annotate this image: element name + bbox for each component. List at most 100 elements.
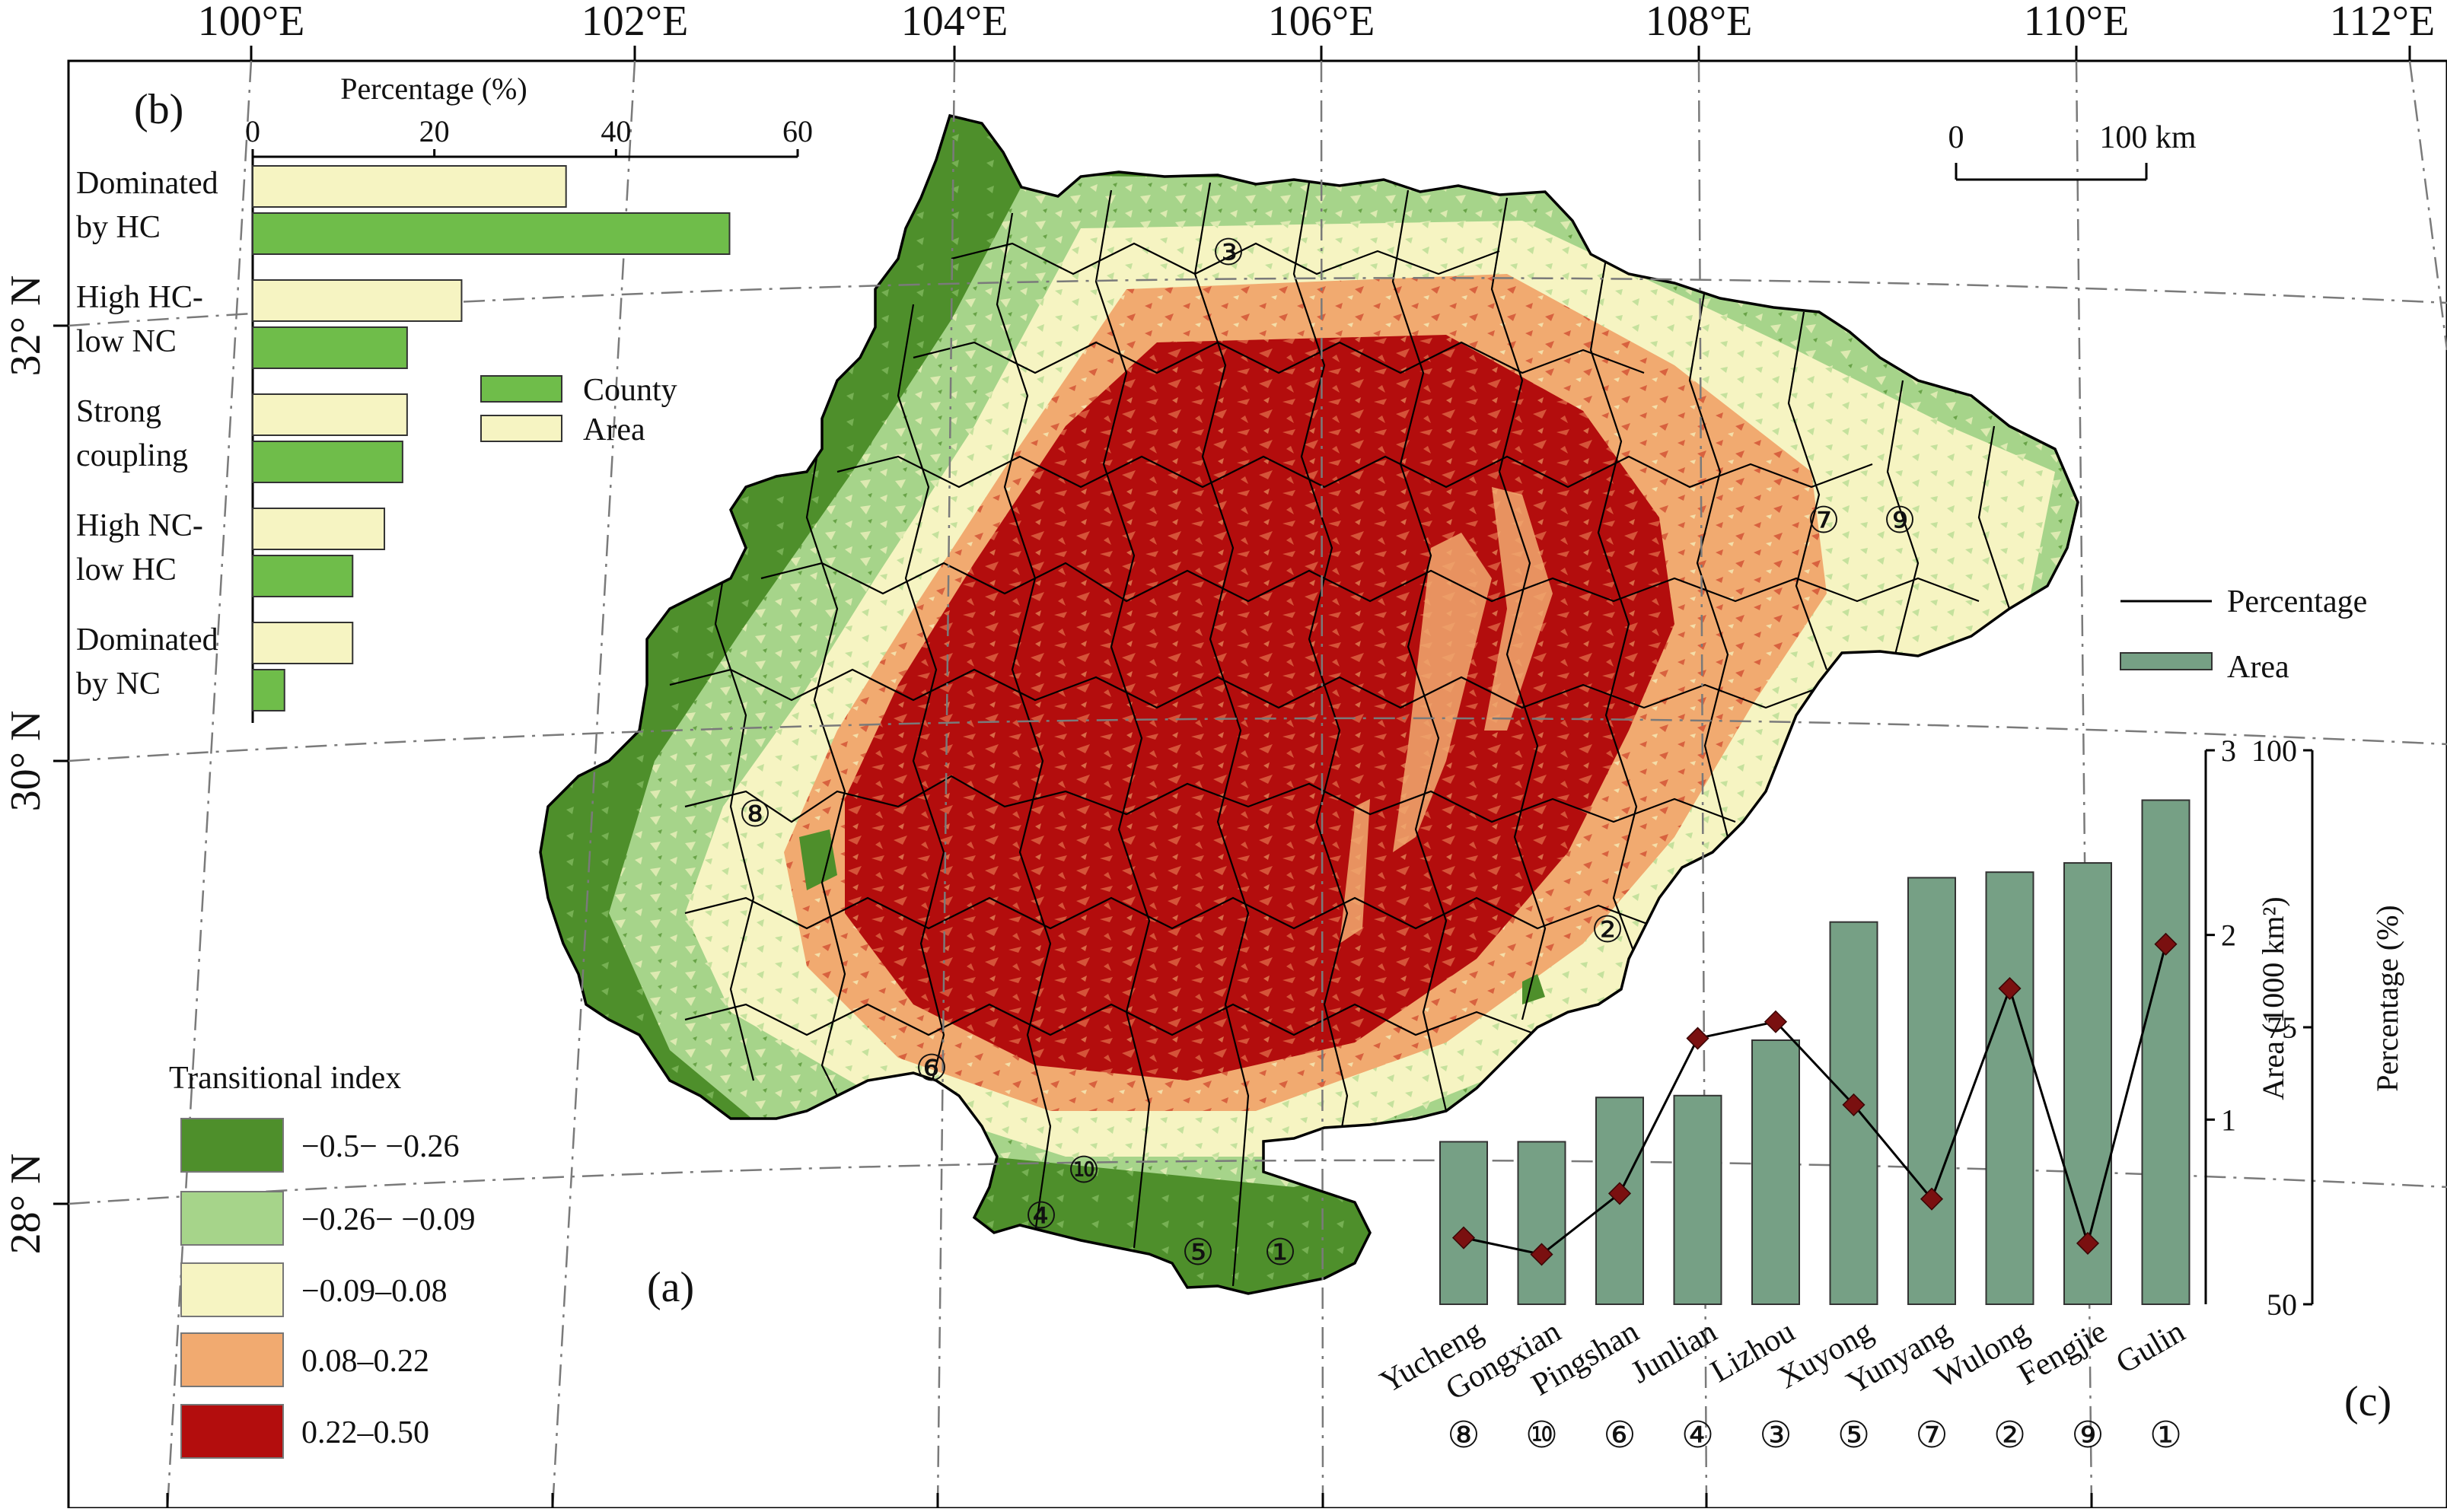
panel-b-x-tick-label-3: 60 <box>782 114 813 148</box>
panel-b-bar-area-2 <box>252 279 463 322</box>
panel-c-area-bar-junlian <box>1673 1094 1722 1305</box>
panel-c-percentage-line <box>1463 944 2167 1256</box>
site-marker-10: ⑩ <box>1067 1151 1100 1191</box>
legend-swatch-class-3 <box>180 1262 284 1317</box>
panel-c-category-label-gulin: Gulin <box>2111 1314 2191 1381</box>
legend-title: Transitional index <box>169 1061 401 1096</box>
panel-c-site-id-gulin: ① <box>2149 1415 2182 1456</box>
panel-c-left-tick-label-2: 3 <box>2221 734 2236 768</box>
site-marker-5: ⑤ <box>1181 1233 1214 1273</box>
frame-ticks <box>53 46 2411 1508</box>
panel-b-bar-area-3 <box>252 393 408 436</box>
panel-c-legend: Percentage Area <box>2120 584 2367 685</box>
legend-label-class-5: 0.22–0.50 <box>301 1415 429 1450</box>
site-marker-4: ④ <box>1024 1196 1057 1237</box>
panel-c-area-bar-fengjie <box>2063 862 2112 1305</box>
panel-label-c: (c) <box>2344 1378 2391 1425</box>
site-markers: ① ② ③ ④ ⑤ ⑥ ⑦ ⑧ ⑨ ⑩ <box>738 233 1916 1273</box>
meridian-106E <box>1320 60 1324 1509</box>
panel-c-category-labels: Yucheng⑧Gongxian⑩Pingshan⑥Junlian④Lizhou… <box>1375 1314 2191 1456</box>
legend-label-class-2: −0.26− −0.09 <box>301 1202 476 1237</box>
parallel-30N <box>68 717 2447 762</box>
panel-b-category-label-3-line-2: coupling <box>76 438 188 473</box>
scale-bar-zero: 0 <box>1948 120 1964 155</box>
panel-c-site-id-lizhou: ③ <box>1759 1415 1792 1456</box>
panel-c-category-label-fengjie: Fengjie <box>2012 1314 2113 1393</box>
lon-label-112E: 112°E <box>2330 0 2436 45</box>
panel-c-area-bar-lizhou <box>1751 1039 1800 1306</box>
panel-c-percentage-point-wulong <box>1998 976 2022 1001</box>
meridian-102E <box>551 60 636 1509</box>
lat-label-28N: 28° N <box>2 1154 49 1255</box>
panel-b-category-label-1-line-2: by HC <box>76 210 161 245</box>
panel-c-right-tick-label-2: 100 <box>2251 734 2297 768</box>
transitional-index-map <box>539 113 2079 1295</box>
lat-label-32N: 32° N <box>2 275 49 377</box>
panel-c-line <box>1451 932 2178 1266</box>
site-marker-1: ① <box>1263 1233 1296 1273</box>
panel-label-a: (a) <box>647 1264 694 1311</box>
panel-b-legend-label-area: Area <box>583 412 645 447</box>
panel-b-category-label-1-line-1: Dominated <box>76 166 218 201</box>
legend-label-class-3: −0.09–0.08 <box>301 1274 448 1309</box>
panel-c-area-bar-wulong <box>1985 871 2034 1306</box>
panel-b-bar-county-4 <box>252 555 354 597</box>
lon-label-106E: 106°E <box>1268 0 1375 45</box>
panel-c-area-bar-yunyang <box>1907 877 1956 1305</box>
site-marker-2: ② <box>1591 910 1623 950</box>
scale-bar-distance: 100 km <box>2099 120 2197 155</box>
meridian-112E <box>2408 60 2447 351</box>
panel-c-left-tick-label-1: 2 <box>2221 918 2236 953</box>
panel-b-x-tick-label-2: 40 <box>601 114 631 148</box>
panel-c-site-id-yucheng: ⑧ <box>1447 1415 1480 1456</box>
panel-c-percentage-point-lizhou <box>1764 1010 1788 1033</box>
legend-swatch-class-5 <box>180 1404 284 1459</box>
panel-c-area-bar-yucheng <box>1439 1141 1488 1306</box>
panel-c-percentage-point-pingshan <box>1607 1182 1632 1205</box>
panel-b-bar-area-4 <box>252 508 386 550</box>
panel-c-left-tick-label-0: 1 <box>2221 1103 2236 1137</box>
panel-c-bars <box>1439 799 2191 1306</box>
legend-swatch-class-4 <box>180 1332 284 1387</box>
panel-b-x-tick-label-1: 20 <box>419 114 450 148</box>
panel-b-bar-chart: (b) Percentage (%) 0 20 40 60 Dominated by H… <box>76 72 813 723</box>
site-marker-6: ⑥ <box>915 1049 948 1089</box>
panel-b-x-tick-label-0: 0 <box>245 114 260 148</box>
panel-c-percentage-point-gongxian <box>1530 1243 1553 1266</box>
panel-c-site-id-fengjie: ⑨ <box>2071 1415 2104 1456</box>
legend-swatch-class-1 <box>180 1118 284 1173</box>
panel-b-bar-county-1 <box>252 212 731 255</box>
parallel-28N <box>68 1159 2447 1205</box>
panel-label-b: (b) <box>134 86 183 133</box>
panel-b-bars <box>252 165 731 711</box>
panel-b-category-label-5-line-1: Dominated <box>76 622 218 657</box>
panel-b-category-label-2-line-1: High HC- <box>76 280 203 315</box>
panel-c-site-id-pingshan: ⑥ <box>1603 1415 1636 1456</box>
panel-b-category-label-4-line-2: low HC <box>76 552 177 587</box>
panel-b-category-label-5-line-2: by NC <box>76 667 161 702</box>
panel-c-site-id-gongxian: ⑩ <box>1525 1415 1558 1456</box>
panel-c-right-tick-label-0: 50 <box>2267 1288 2297 1322</box>
panel-b-category-label-4-line-1: High NC- <box>76 508 203 543</box>
site-marker-3: ③ <box>1212 233 1244 273</box>
panel-b-category-labels: Dominated by HC High HC-low NC Strong coupli… <box>76 166 218 702</box>
panel-c-percentage-point-yunyang <box>1920 1187 1944 1211</box>
panel-c-site-id-xuyong: ⑤ <box>1837 1415 1870 1456</box>
panel-b-x-axis-title: Percentage (%) <box>340 72 527 106</box>
scale-bar: 0 100 km <box>1948 120 2197 181</box>
panel-c-area-bar-gongxian <box>1517 1141 1566 1306</box>
lon-label-110E: 110°E <box>2024 0 2130 45</box>
site-marker-8: ⑧ <box>738 794 771 835</box>
legend-swatch-class-2 <box>180 1191 284 1246</box>
panel-c-right-axis-title: Percentage (%) <box>2370 905 2404 1091</box>
county-boundaries <box>669 182 2011 1287</box>
lon-label-108E: 108°E <box>1646 0 1753 45</box>
panel-c-percentage-point-junlian <box>1686 1027 1709 1050</box>
panel-c-legend-label-area: Area <box>2227 650 2289 685</box>
meridian-104E <box>936 60 956 1509</box>
zone-orange-ridges <box>1340 487 1553 944</box>
lat-label-30N: 30° N <box>2 711 49 812</box>
